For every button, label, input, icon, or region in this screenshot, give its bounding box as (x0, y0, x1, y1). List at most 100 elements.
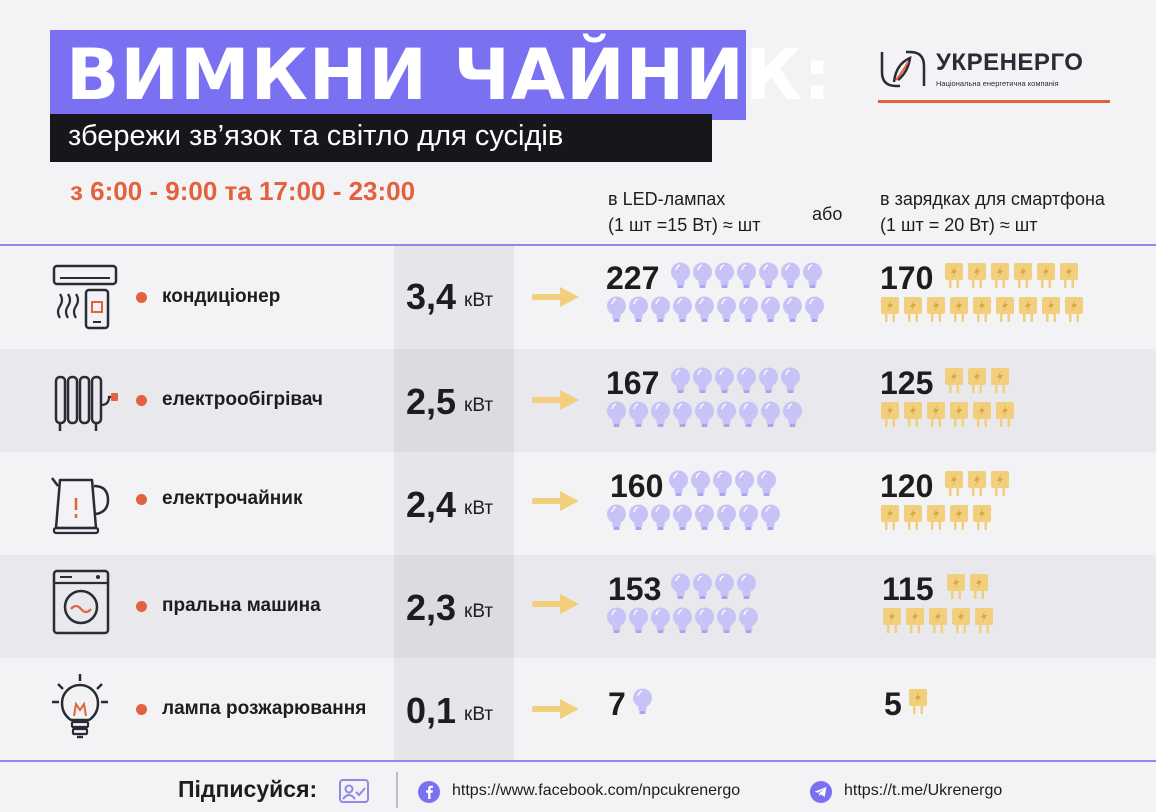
led-bulb-icon (802, 262, 823, 290)
led-bulb-icon (670, 262, 691, 290)
led-bulb-icon (738, 401, 759, 429)
led-bulb-icon (628, 607, 649, 635)
led-bulb-icon (672, 607, 693, 635)
bulb-row (632, 688, 653, 716)
charger-icon (880, 401, 900, 429)
led-bulb-icon (714, 367, 735, 395)
charger-icon (926, 296, 946, 324)
telegram-icon[interactable] (810, 781, 832, 803)
air-conditioner-icon (52, 264, 118, 330)
facebook-icon[interactable] (418, 781, 440, 803)
table-row: кондиціонер 3,4 кВт 227 170 (0, 246, 1156, 349)
charger-icon (990, 470, 1010, 498)
charger-icon (974, 607, 994, 635)
subscribe-icon[interactable] (338, 778, 370, 806)
led-count: 160 (610, 468, 664, 504)
led-bulb-icon (758, 262, 779, 290)
bullet-dot (136, 704, 147, 715)
power-value: 3,4 (406, 276, 457, 317)
table-row: пральна машина 2,3 кВт 153 115 (0, 555, 1156, 658)
bulb-row (670, 367, 801, 395)
page-title: ВИМКНИ ЧАЙНИК: (66, 34, 833, 116)
arrow-icon (532, 490, 580, 512)
bulb-row (606, 607, 759, 635)
led-bulb-icon (606, 401, 627, 429)
bulb-row (606, 401, 803, 429)
charger-icon (944, 262, 964, 290)
led-bulb-icon (606, 607, 627, 635)
bullet-dot (136, 395, 147, 406)
charger-icon (972, 296, 992, 324)
charger-icon (1059, 262, 1079, 290)
power-cell (394, 246, 514, 349)
charger-icon (1041, 296, 1061, 324)
led-bulb-icon (736, 367, 757, 395)
bulb-row (606, 504, 781, 532)
charger-icon (926, 504, 946, 532)
electric-kettle-icon (51, 477, 110, 535)
power-unit: кВт (464, 498, 494, 519)
charger-count: 125 (880, 365, 934, 401)
charger-icon (995, 401, 1015, 429)
washing-machine-icon (52, 569, 110, 635)
plug-row (880, 504, 994, 532)
led-header-line2: (1 шт =15 Вт) ≈ шт (608, 215, 761, 235)
charger-count: 170 (880, 260, 934, 296)
arrow-icon (532, 286, 580, 308)
power-cell (394, 349, 514, 452)
charger-icon (1013, 262, 1033, 290)
led-bulb-icon (694, 504, 715, 532)
facebook-link[interactable]: https://www.facebook.com/npcukrenergo (452, 782, 741, 799)
charger-icon (880, 296, 900, 324)
led-bulb-icon (780, 367, 801, 395)
power-cell (394, 555, 514, 658)
charger-icon (949, 401, 969, 429)
led-bulb-icon (672, 296, 693, 324)
incandescent-bulb-icon (52, 674, 108, 739)
power-value: 2,5 (406, 381, 457, 422)
led-bulb-icon (780, 262, 801, 290)
led-bulb-icon (628, 504, 649, 532)
plug-row (880, 296, 1086, 324)
subtitle-banner (50, 114, 712, 162)
appliance-name: електрообігрівач (162, 389, 323, 410)
led-bulb-icon (760, 296, 781, 324)
led-bulb-icon (714, 262, 735, 290)
plug-row (946, 573, 991, 601)
ukrenergo-logo: УКРЕНЕРГО Національна енергетична компан… (876, 46, 1110, 106)
charger-icon (1036, 262, 1056, 290)
charger-icon (967, 367, 987, 395)
telegram-link[interactable]: https://t.me/Ukrenergo (844, 782, 1003, 799)
charger-icon (972, 504, 992, 532)
bullet-dot (136, 601, 147, 612)
led-bulb-icon (672, 504, 693, 532)
arrow-icon (532, 389, 580, 411)
charger-icon (903, 401, 923, 429)
led-bulb-icon (716, 607, 737, 635)
charger-icon (1064, 296, 1084, 324)
charger-icon (946, 573, 966, 601)
charger-count: 5 (884, 686, 902, 722)
led-bulb-icon (782, 296, 803, 324)
led-bulb-icon (734, 470, 755, 498)
logo-mark-icon (880, 50, 926, 88)
arrow-icon (532, 698, 580, 720)
power-unit: кВт (464, 704, 494, 725)
led-bulb-icon (760, 504, 781, 532)
charger-icon (972, 401, 992, 429)
led-bulb-icon (650, 401, 671, 429)
led-bulb-icon (760, 401, 781, 429)
logo-name: УКРЕНЕРГО (936, 49, 1084, 76)
led-bulb-icon (692, 367, 713, 395)
led-bulb-icon (670, 367, 691, 395)
bullet-dot (136, 494, 147, 505)
bulb-row (668, 470, 777, 498)
led-bulb-icon (716, 401, 737, 429)
led-bulb-icon (804, 296, 825, 324)
led-bulb-icon (668, 470, 689, 498)
led-bulb-icon (738, 504, 759, 532)
led-bulb-icon (758, 367, 779, 395)
led-bulb-icon (756, 470, 777, 498)
led-bulb-icon (650, 504, 671, 532)
charger-icon (944, 470, 964, 498)
